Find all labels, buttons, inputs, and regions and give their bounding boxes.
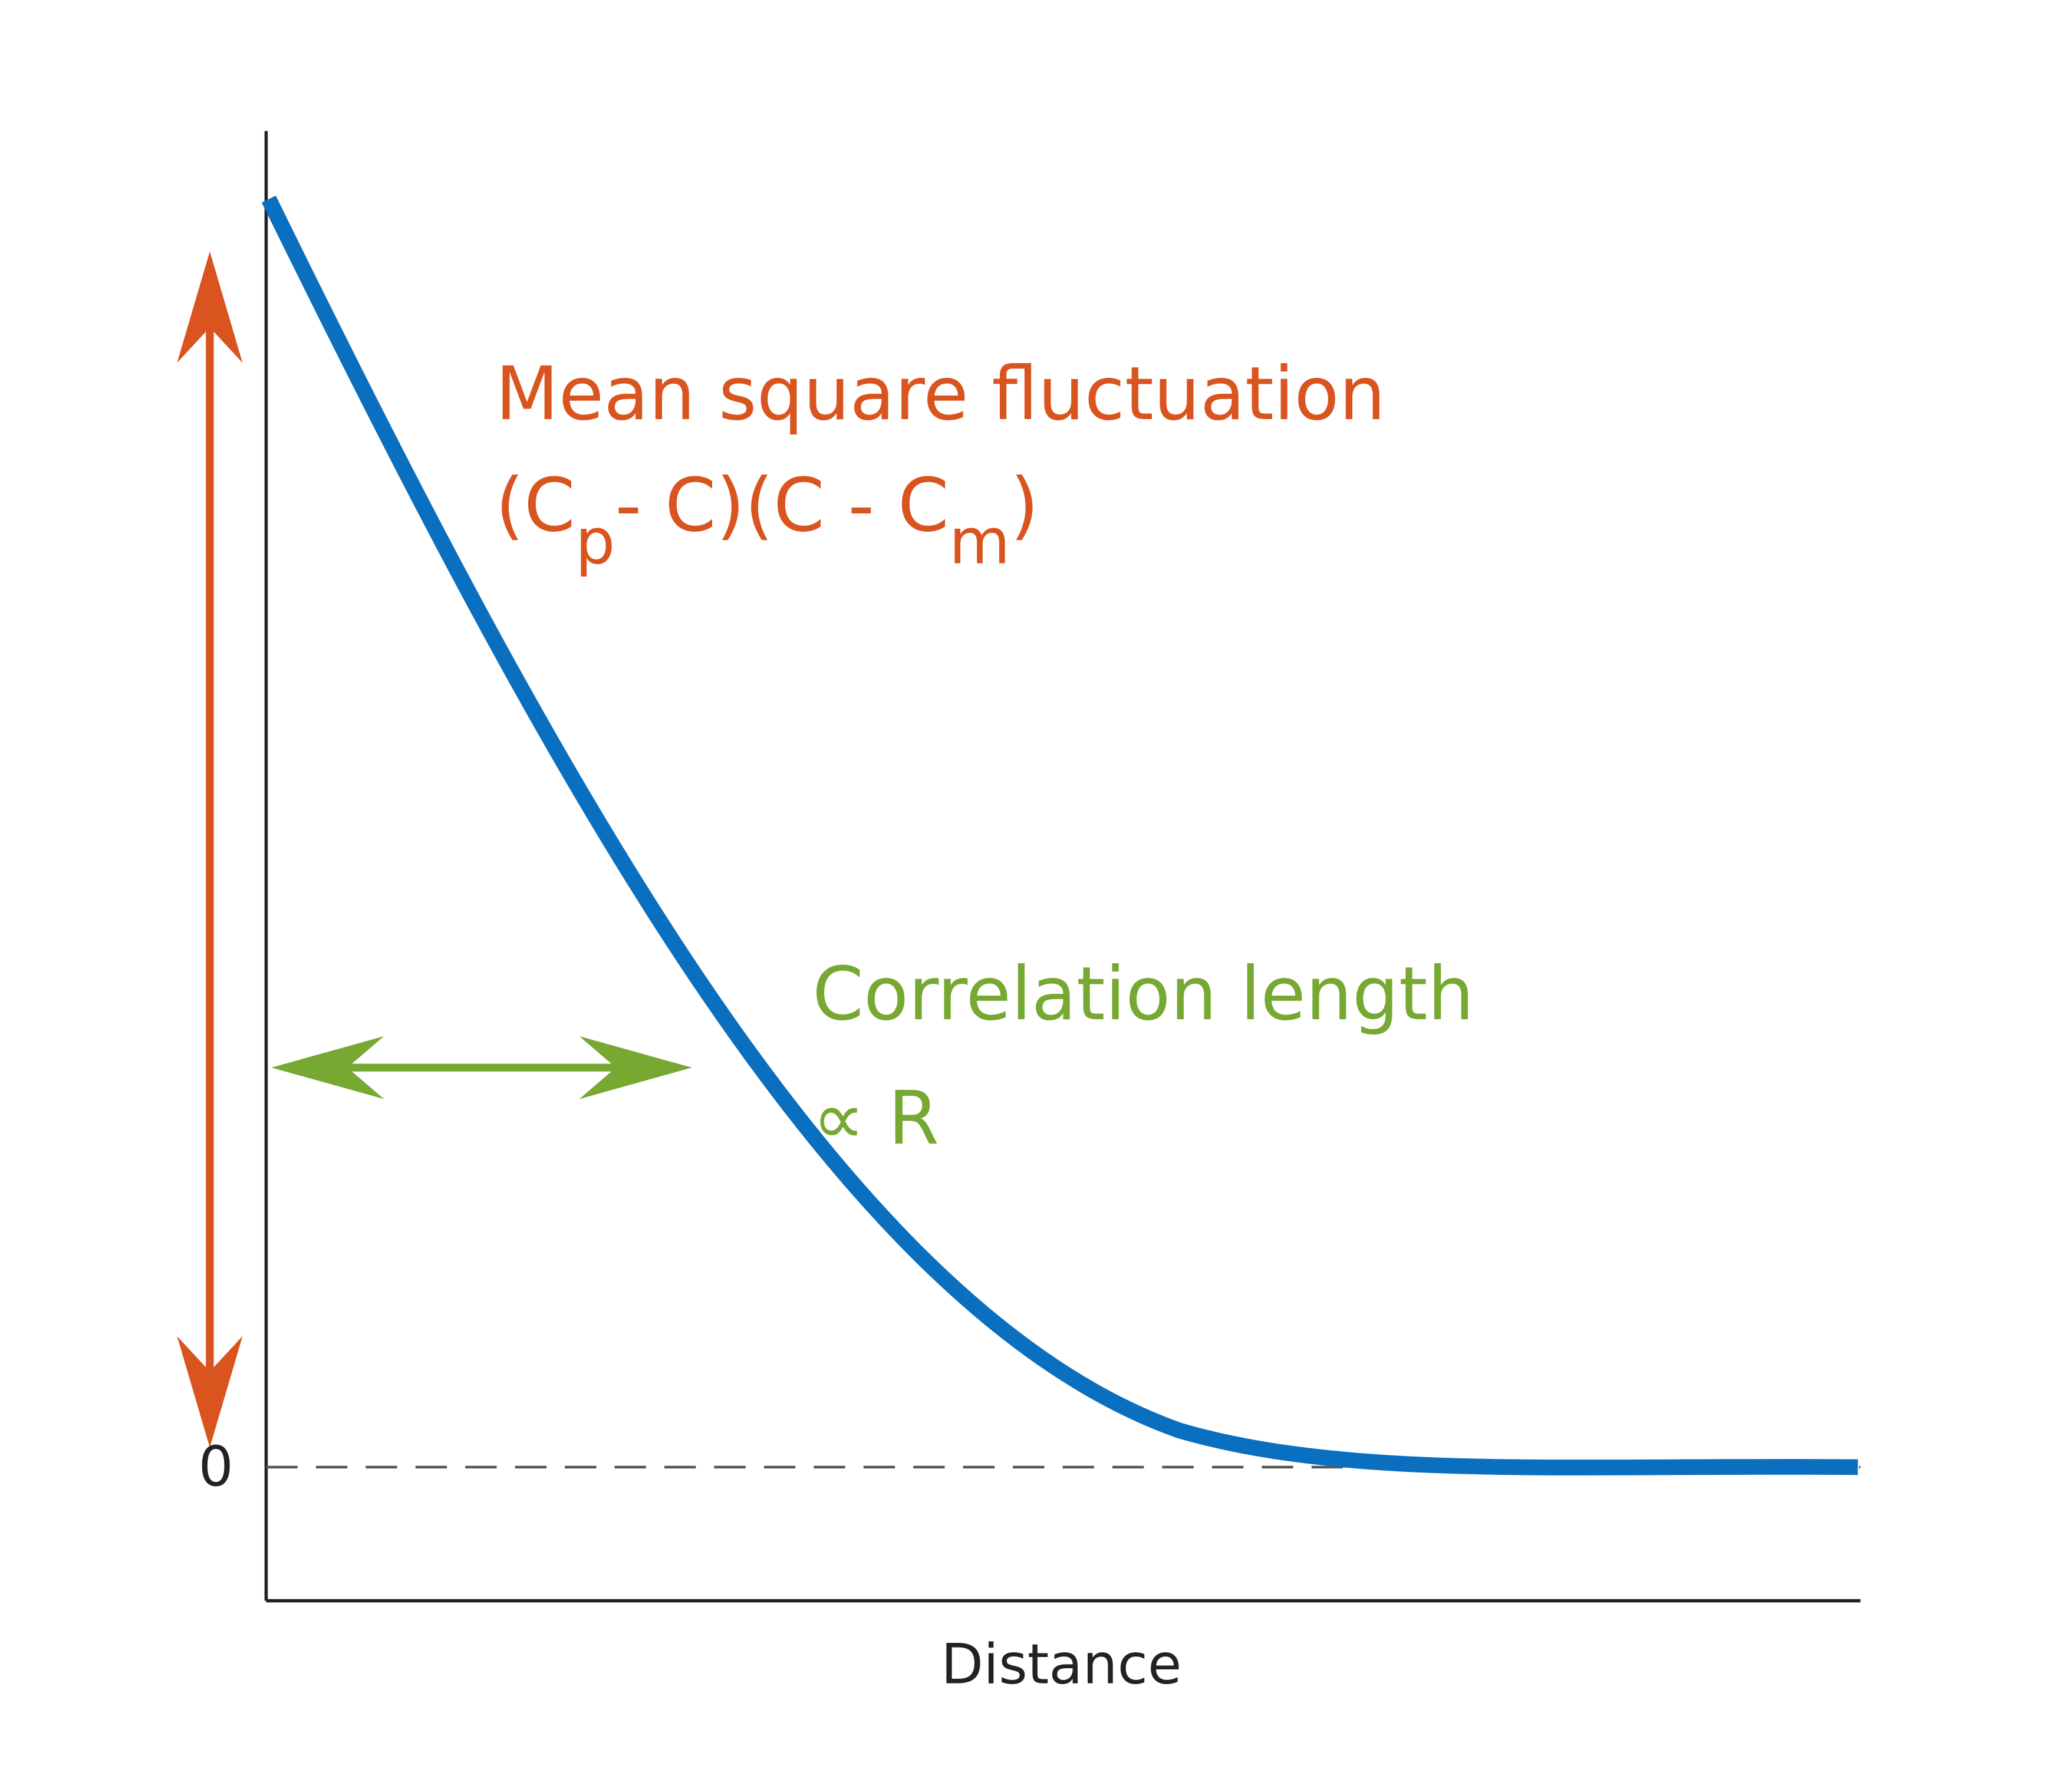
zero-tick-label: 0: [198, 1435, 233, 1499]
x-axis-label: Distance: [941, 1633, 1181, 1697]
formula-part: (C: [495, 463, 575, 548]
curve: [261, 195, 1858, 1475]
annotation-formula: (Cp- C)(C - Cm): [495, 463, 1039, 579]
formula-part: - C)(C - C: [615, 463, 949, 548]
correlation-arrow: [271, 1036, 692, 1099]
correlation-relation: ∝ R: [812, 1076, 939, 1161]
formula-subscript: p: [575, 506, 615, 579]
formula-subscript: m: [949, 506, 1010, 579]
fluctuation-arrow: [177, 251, 243, 1448]
formula-part: ): [1010, 463, 1039, 548]
correlation-title: Correlation length: [812, 951, 1474, 1037]
annotation-title: Mean square fluctuation: [495, 351, 1385, 437]
